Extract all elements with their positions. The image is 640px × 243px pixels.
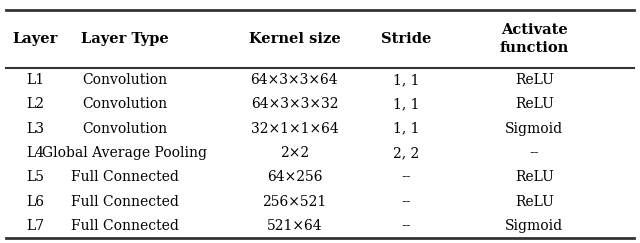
Text: Activate
function: Activate function — [500, 23, 569, 55]
Text: --: -- — [530, 146, 539, 160]
Text: 521×64: 521×64 — [267, 219, 322, 233]
Text: Sigmoid: Sigmoid — [506, 219, 563, 233]
Text: Sigmoid: Sigmoid — [506, 122, 563, 136]
Text: --: -- — [402, 170, 411, 184]
Text: Full Connected: Full Connected — [71, 219, 179, 233]
Text: Full Connected: Full Connected — [71, 195, 179, 209]
Text: L6: L6 — [26, 195, 44, 209]
Text: ReLU: ReLU — [515, 170, 554, 184]
Text: 2×2: 2×2 — [280, 146, 309, 160]
Text: 256×521: 256×521 — [262, 195, 326, 209]
Text: 1, 1: 1, 1 — [393, 73, 420, 87]
Text: L2: L2 — [26, 97, 44, 112]
Text: 1, 1: 1, 1 — [393, 122, 420, 136]
Text: Kernel size: Kernel size — [248, 32, 340, 46]
Text: Convolution: Convolution — [82, 97, 168, 112]
Text: ReLU: ReLU — [515, 73, 554, 87]
Text: L7: L7 — [26, 219, 44, 233]
Text: Global Average Pooling: Global Average Pooling — [42, 146, 207, 160]
Text: Layer: Layer — [13, 32, 58, 46]
Text: 32×1×1×64: 32×1×1×64 — [250, 122, 339, 136]
Text: Full Connected: Full Connected — [71, 170, 179, 184]
Text: Convolution: Convolution — [82, 122, 168, 136]
Text: 64×3×3×32: 64×3×3×32 — [251, 97, 338, 112]
Text: L4: L4 — [26, 146, 44, 160]
Text: 64×3×3×64: 64×3×3×64 — [251, 73, 338, 87]
Text: L3: L3 — [26, 122, 44, 136]
Text: 64×256: 64×256 — [267, 170, 322, 184]
Text: ReLU: ReLU — [515, 195, 554, 209]
Text: Stride: Stride — [381, 32, 431, 46]
Text: ReLU: ReLU — [515, 97, 554, 112]
Text: --: -- — [402, 195, 411, 209]
Text: 1, 1: 1, 1 — [393, 97, 420, 112]
Text: --: -- — [402, 219, 411, 233]
Text: L5: L5 — [26, 170, 44, 184]
Text: 2, 2: 2, 2 — [393, 146, 420, 160]
Text: Layer Type: Layer Type — [81, 32, 169, 46]
Text: Convolution: Convolution — [82, 73, 168, 87]
Text: L1: L1 — [26, 73, 44, 87]
